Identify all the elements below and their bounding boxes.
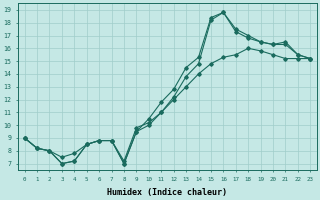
X-axis label: Humidex (Indice chaleur): Humidex (Indice chaleur): [108, 188, 228, 197]
